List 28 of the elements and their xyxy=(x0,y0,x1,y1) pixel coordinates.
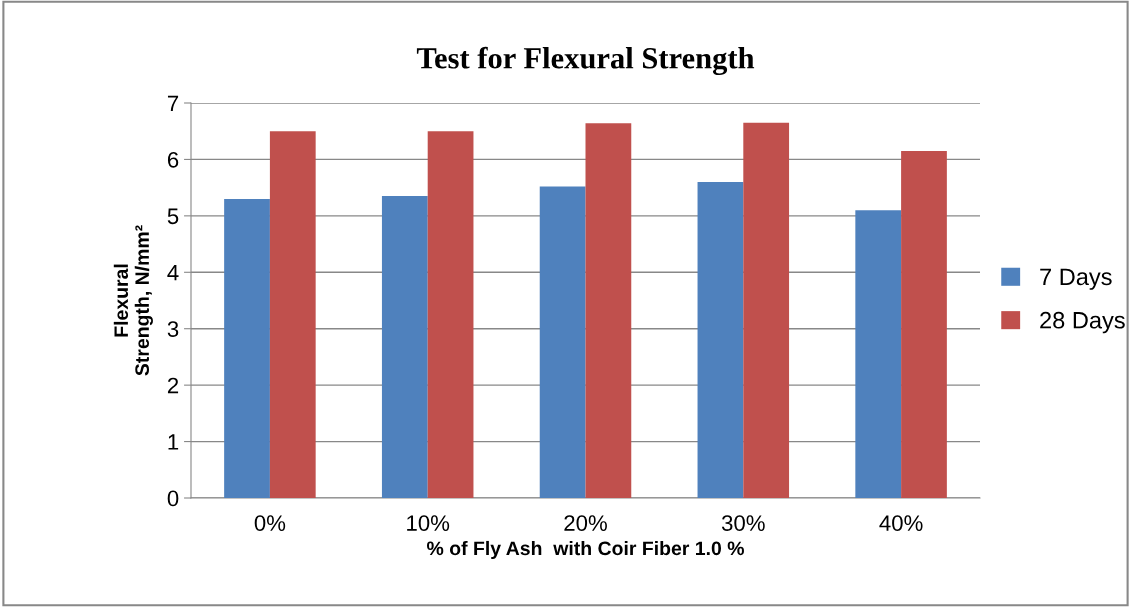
x-tick-label: 20% xyxy=(564,515,607,531)
y-tick-label: 7 xyxy=(167,95,179,112)
y-tick-label: 0 xyxy=(167,490,179,507)
y-tick-label: 5 xyxy=(167,208,179,225)
legend-label: 7 Days xyxy=(1040,268,1112,290)
bar xyxy=(224,198,270,498)
x-tick-label: 10% xyxy=(407,515,450,531)
y-axis-title: Flexural Strength, N/mm² xyxy=(113,225,153,376)
bar xyxy=(697,182,744,498)
bar xyxy=(381,196,428,498)
bar xyxy=(539,186,586,498)
bar xyxy=(269,131,316,498)
chart-title: Test for Flexural Strength xyxy=(416,46,755,76)
x-tick-label: 40% xyxy=(879,515,923,531)
y-tick-label: 6 xyxy=(167,151,179,168)
x-axis-title: % of Fly Ash with Coir Fiber 1.0 % xyxy=(427,540,744,560)
bar xyxy=(427,131,474,498)
bar xyxy=(855,210,902,498)
x-tick-label: 0% xyxy=(254,515,286,531)
bar xyxy=(901,150,947,498)
bar xyxy=(743,122,790,498)
bar xyxy=(585,123,632,498)
legend-label: 28 Days xyxy=(1040,311,1125,334)
y-tick-label: 1 xyxy=(168,434,179,450)
y-tick-label: 3 xyxy=(167,321,179,337)
y-tick-label: 2 xyxy=(167,377,179,394)
y-tick-label: 4 xyxy=(167,265,179,281)
x-tick-label: 30% xyxy=(721,515,765,531)
